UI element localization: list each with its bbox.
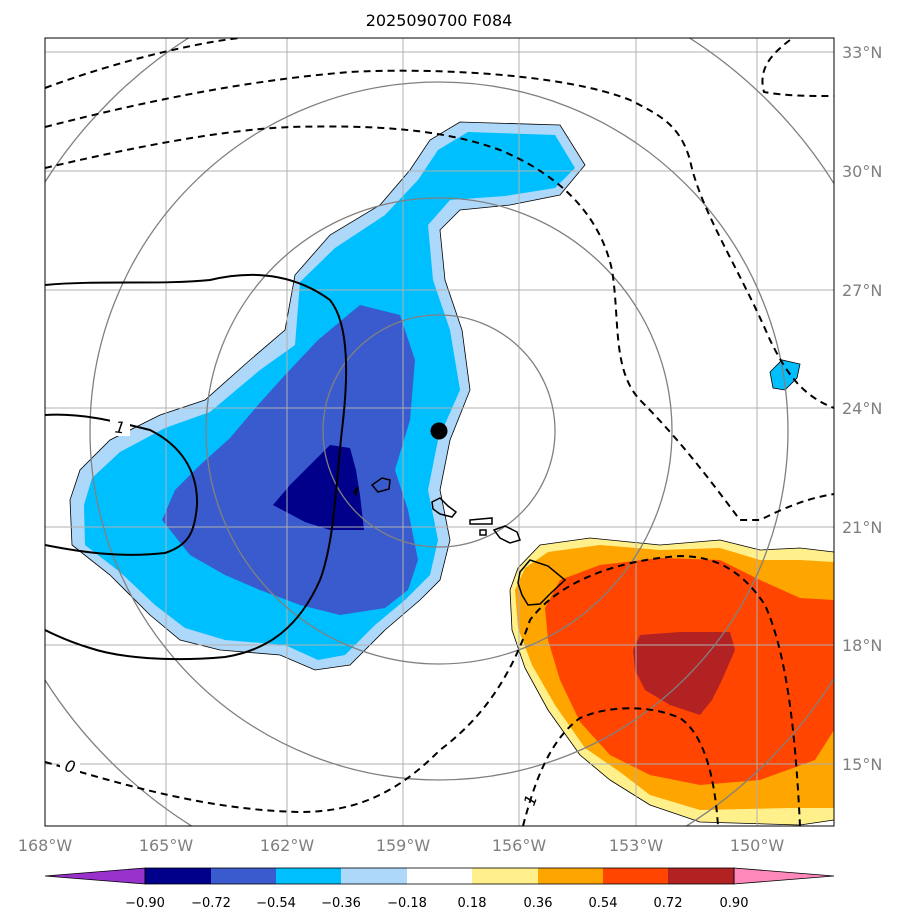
island-kauai <box>370 477 391 493</box>
map-frame <box>44 37 835 827</box>
graticule <box>45 38 834 826</box>
colorbar-cell <box>341 868 407 884</box>
island-niihau <box>353 486 359 497</box>
colorbar-tick: 0.54 <box>589 896 618 911</box>
shade-level-minus-072 <box>273 445 364 530</box>
contour-label-0: 0 <box>63 756 78 777</box>
lon-label: 150°W <box>730 836 785 855</box>
colorbar-tick: 0.72 <box>654 896 683 911</box>
contour-label-1: 1 <box>114 417 127 437</box>
lon-label: 162°W <box>260 836 315 855</box>
island-maui <box>492 525 521 544</box>
lat-label: 33°N <box>842 43 882 62</box>
dashed-contour-5 <box>45 554 801 826</box>
lat-label: 21°N <box>842 518 882 537</box>
solid-contour-2 <box>45 273 348 661</box>
lat-label: 24°N <box>842 399 882 418</box>
colorbar-tick: 0.36 <box>524 896 553 911</box>
colorbar-tick: −0.36 <box>321 896 361 911</box>
colorbar-cell <box>276 868 341 884</box>
colorbar-tick: 0.90 <box>720 896 749 911</box>
colorbar-tick: −0.18 <box>387 896 427 911</box>
shade-level-072 <box>633 632 735 715</box>
colorbar-extend-high <box>733 867 835 885</box>
lon-label: 165°W <box>139 836 194 855</box>
island-oahu <box>431 497 458 518</box>
colorbar-cell <box>145 868 211 884</box>
contour-label-1b: 1 <box>520 792 541 808</box>
colorbar-tick: 0.18 <box>458 896 487 911</box>
lon-label: 153°W <box>609 836 664 855</box>
lat-label: 15°N <box>842 755 882 774</box>
dashed-contours <box>45 38 834 826</box>
dashed-contour-6 <box>522 707 719 826</box>
small-blue-blob <box>769 359 801 391</box>
island-hawaii <box>517 559 567 606</box>
shade-level-minus-054 <box>162 305 418 615</box>
lon-label: 156°W <box>492 836 547 855</box>
negative-anomaly-region <box>69 121 801 671</box>
dashed-contour-4 <box>761 39 834 97</box>
colorbar-cell <box>211 868 276 884</box>
dashed-contour-1 <box>45 38 241 89</box>
colorbar-cell <box>668 868 734 884</box>
latitude-labels: 33°N 30°N 27°N 24°N 21°N 18°N 15°N <box>842 43 882 774</box>
colorbar-extend-low <box>44 867 146 885</box>
dashed-contour-2 <box>45 69 834 409</box>
colorbar-tick: −0.90 <box>125 896 165 911</box>
island-molokai <box>469 517 493 525</box>
colorbar-tick: −0.54 <box>256 896 296 911</box>
storm-center-marker <box>430 422 448 440</box>
lat-label: 30°N <box>842 162 882 181</box>
island-lanai <box>479 529 487 536</box>
colorbar-cell <box>603 868 668 884</box>
lat-label: 18°N <box>842 636 882 655</box>
figure-title: 2025090700 F084 <box>366 11 513 30</box>
coastlines <box>353 477 567 606</box>
colorbar-tick: −0.72 <box>191 896 231 911</box>
longitude-labels: 168°W 165°W 162°W 159°W 156°W 153°W 150°… <box>18 836 785 855</box>
colorbar: −0.90 −0.72 −0.54 −0.36 −0.18 0.18 0.36 … <box>44 867 835 911</box>
lon-label: 159°W <box>376 836 431 855</box>
range-rings <box>45 38 834 826</box>
colorbar-cell <box>472 868 538 884</box>
lon-label: 168°W <box>18 836 73 855</box>
lat-label: 27°N <box>842 281 882 300</box>
colorbar-cell <box>407 868 472 884</box>
colorbar-cell <box>538 868 603 884</box>
